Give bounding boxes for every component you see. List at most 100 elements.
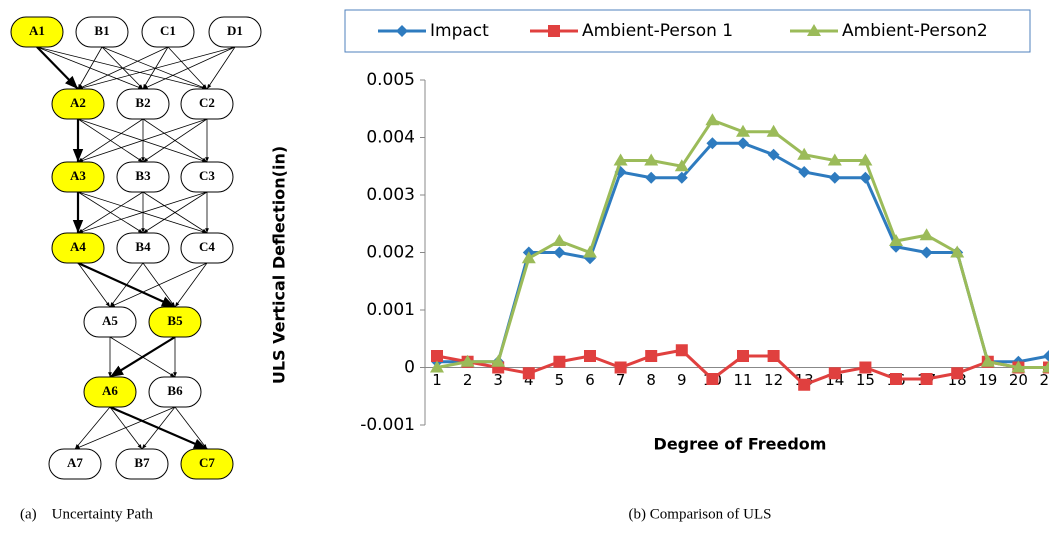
node-label: D1 [227, 23, 243, 38]
edge [142, 191, 208, 234]
x-tick-label: 20 [1009, 371, 1028, 389]
node-label: A7 [67, 455, 83, 470]
point [614, 361, 627, 374]
edge [77, 46, 236, 90]
node-label: A5 [102, 313, 118, 328]
x-tick-label: 1 [432, 371, 442, 389]
node-label: A1 [29, 23, 45, 38]
point [767, 350, 780, 362]
point [889, 234, 903, 246]
point [583, 245, 597, 258]
point [951, 367, 964, 380]
node [180, 161, 234, 193]
y-tick-label: 0.003 [366, 185, 415, 205]
node-label: C4 [199, 239, 215, 254]
y-tick-label: 0.001 [366, 300, 415, 320]
x-axis-label: Degree of Freedom [654, 435, 827, 454]
node-label: C2 [199, 95, 215, 110]
edge [77, 191, 144, 234]
point [920, 246, 933, 259]
point [674, 159, 689, 172]
point [430, 360, 444, 373]
edge [142, 46, 236, 90]
x-tick-label: 9 [677, 371, 687, 389]
point [675, 171, 688, 184]
x-tick-label: 4 [524, 371, 534, 389]
edge [77, 262, 111, 308]
node [148, 376, 202, 408]
x-tick-label: 5 [555, 371, 565, 389]
x-tick-label: 6 [585, 371, 595, 389]
edge [77, 118, 144, 163]
node [83, 306, 137, 338]
point [706, 137, 719, 150]
node [83, 376, 137, 408]
point [613, 153, 628, 166]
node [48, 448, 102, 480]
point [828, 367, 841, 380]
node-label: B1 [94, 23, 109, 38]
node-label: C7 [199, 455, 215, 470]
uls-chart: ULS Vertical Deflection(in) Degree of Fr… [270, 9, 1049, 454]
node-label: B6 [167, 383, 183, 398]
node [180, 232, 234, 264]
x-tick-label: 21 [1039, 371, 1049, 389]
point [858, 153, 873, 166]
x-tick-label: 11 [733, 371, 752, 389]
edge [142, 118, 208, 163]
point [798, 378, 811, 391]
node-label: A4 [70, 239, 86, 254]
node [51, 88, 105, 120]
node [141, 16, 195, 48]
node [116, 88, 170, 120]
caption-b: (b) Comparison of ULS [629, 506, 772, 522]
node [180, 448, 234, 480]
point [431, 350, 443, 362]
point [522, 367, 535, 380]
edge [206, 46, 236, 90]
caption-a: (a) Uncertainty Path [20, 506, 153, 522]
edge [77, 46, 103, 90]
point [828, 171, 841, 184]
node [116, 161, 170, 193]
point [1043, 350, 1049, 362]
series-line [436, 118, 1049, 369]
point [737, 350, 749, 362]
node-label: B4 [135, 239, 151, 254]
point [766, 124, 781, 137]
edge [74, 406, 176, 450]
point [645, 171, 658, 184]
point [584, 350, 596, 362]
y-axis-label: ULS Vertical Deflection(in) [270, 146, 289, 384]
point [798, 166, 811, 178]
edge [36, 46, 79, 90]
y-tick-label: 0.002 [366, 243, 415, 263]
node [51, 232, 105, 264]
point [460, 354, 475, 367]
edge [109, 262, 144, 308]
point [521, 251, 536, 264]
node [10, 16, 64, 48]
node-label: C3 [199, 168, 215, 183]
legend-marker [807, 24, 821, 36]
node [208, 16, 262, 48]
point [491, 354, 506, 367]
x-tick-label: 7 [616, 371, 626, 389]
legend-box [344, 9, 1031, 53]
point [705, 113, 720, 126]
point [919, 228, 934, 241]
y-tick-label: 0 [404, 358, 415, 378]
node-label: B7 [134, 455, 150, 470]
x-tick-label: 2 [463, 371, 473, 389]
point [827, 153, 842, 166]
x-tick-label: 3 [493, 371, 503, 389]
edge [74, 406, 111, 450]
edge [174, 406, 208, 450]
point [890, 373, 902, 385]
node [180, 88, 234, 120]
point [645, 350, 658, 362]
node [148, 306, 202, 338]
node-label: A2 [70, 95, 86, 110]
edge [174, 262, 208, 308]
point [675, 344, 688, 357]
